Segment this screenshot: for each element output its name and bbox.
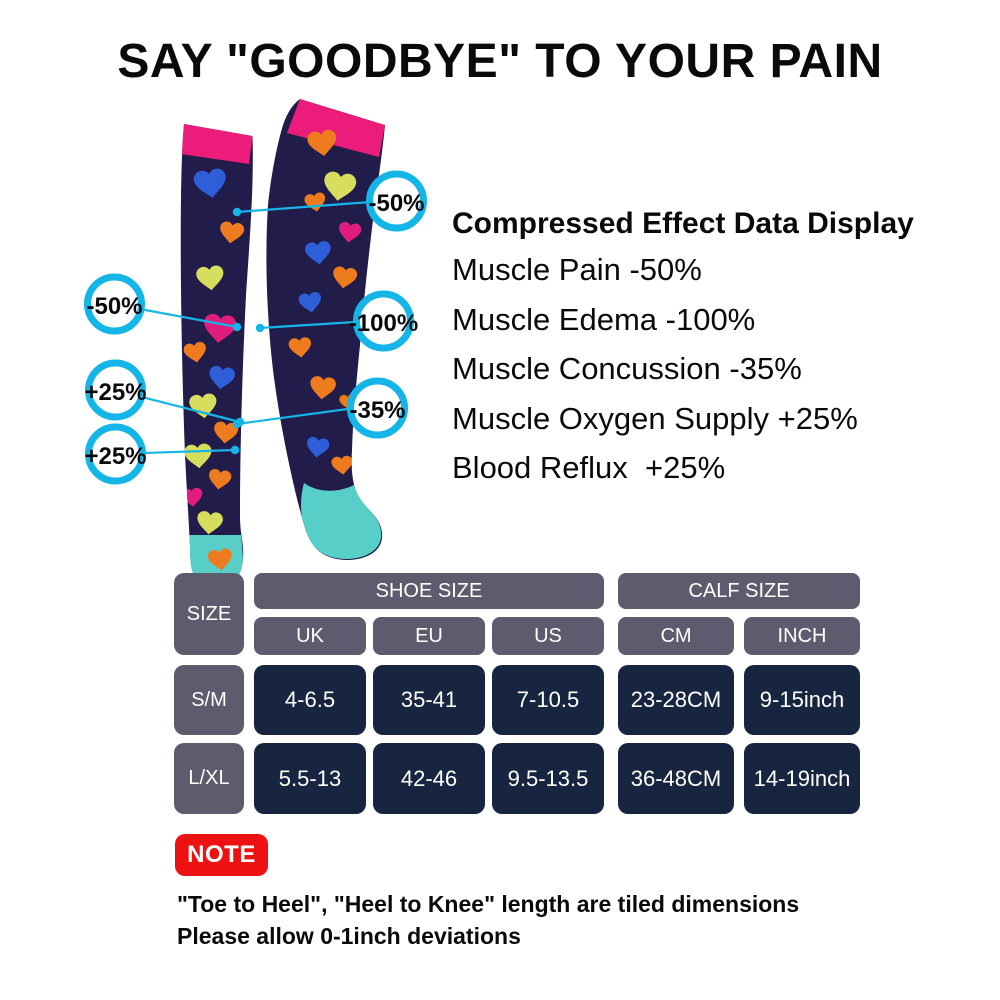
svg-text:+25%: +25% <box>84 443 146 470</box>
svg-text:-50%: -50% <box>86 293 142 320</box>
svg-text:+25%: +25% <box>84 379 146 406</box>
